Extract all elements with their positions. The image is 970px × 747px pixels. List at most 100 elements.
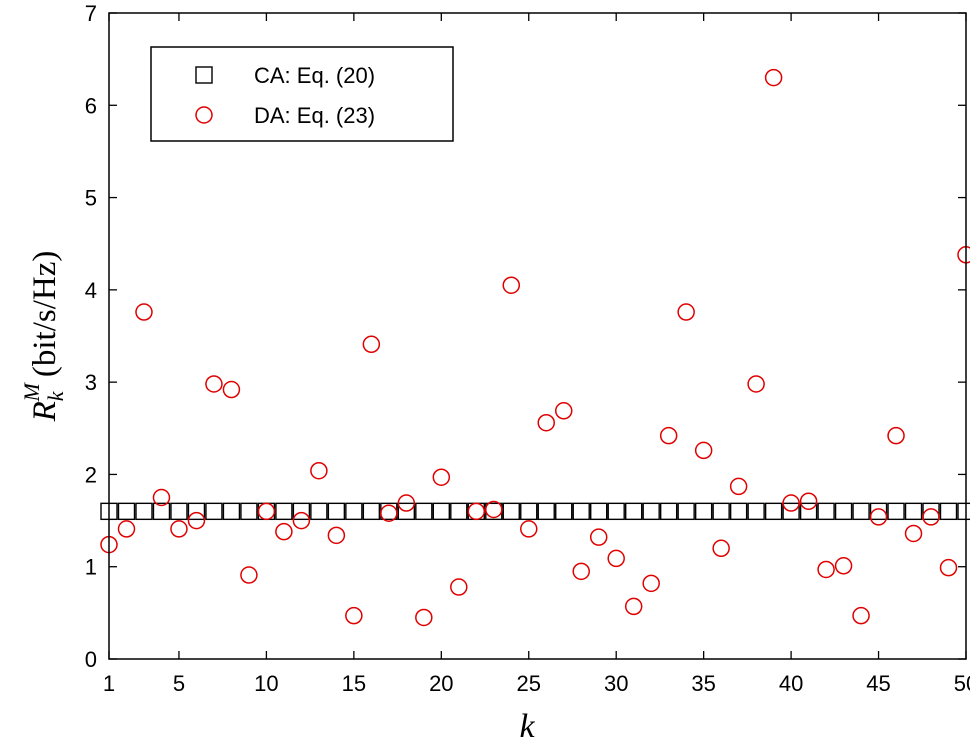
x-tick-label: 20 (429, 671, 453, 696)
da-point (345, 606, 363, 625)
ca-point (222, 502, 241, 521)
da-point (257, 502, 276, 521)
da-point (729, 477, 748, 496)
da-point (485, 500, 503, 519)
ca-point (817, 502, 835, 521)
legend-square-icon (195, 66, 213, 84)
ca-point (659, 502, 678, 521)
ca-point (502, 502, 520, 521)
ca-point (415, 502, 433, 521)
ca-point (764, 502, 783, 521)
y-axis-title-superscript: M (19, 381, 44, 402)
legend: CA: Eq. (20) DA: Eq. (23) (150, 46, 454, 142)
da-point (397, 494, 416, 512)
ca-point (310, 502, 328, 521)
x-tick-label: 40 (779, 671, 803, 696)
da-point (415, 608, 433, 627)
ca-point (694, 502, 713, 521)
da-point (275, 522, 293, 541)
da-point (554, 402, 573, 420)
x-tick-label: 30 (604, 671, 628, 696)
ca-point (555, 502, 573, 521)
x-tick-label: 35 (691, 671, 715, 696)
da-point (764, 68, 783, 87)
da-point (887, 426, 905, 445)
ca-point (135, 502, 153, 521)
da-point (642, 574, 660, 593)
y-axis-title-unit: (bit/s/Hz) (27, 251, 63, 377)
legend-label: CA: Eq. (20) (254, 63, 375, 88)
ca-point (590, 502, 608, 521)
x-axis-title: k (519, 708, 535, 745)
ca-point (729, 502, 748, 521)
ca-point (240, 502, 258, 521)
ca-point (712, 502, 730, 521)
ca-point (292, 502, 311, 521)
ca-point (327, 502, 346, 521)
ca-point (450, 502, 468, 521)
x-tick-label: 25 (517, 671, 541, 696)
da-point (520, 520, 538, 538)
ca-point (677, 502, 695, 521)
da-point (834, 557, 853, 575)
da-point (222, 380, 241, 399)
da-point (747, 375, 765, 393)
ca-point (904, 502, 923, 521)
da-point (939, 558, 958, 577)
ca-point (397, 502, 416, 521)
da-point (292, 511, 311, 530)
ca-point (275, 502, 293, 521)
ca-point (782, 502, 800, 521)
ca-point (747, 502, 765, 521)
da-point (362, 335, 381, 354)
ca-point (834, 502, 853, 521)
da-point (694, 441, 713, 460)
da-point (922, 508, 940, 526)
da-point (450, 578, 468, 596)
da-point (117, 520, 136, 538)
ca-point (537, 502, 555, 521)
da-point (957, 246, 970, 264)
y-tick-label: 2 (85, 462, 97, 487)
da-point (205, 375, 223, 393)
ca-point (152, 502, 171, 521)
ca-point (345, 502, 363, 521)
ca-point (572, 502, 590, 521)
da-point (152, 488, 171, 507)
ca-point (869, 502, 888, 521)
da-point (712, 539, 730, 558)
ca-point (887, 502, 905, 521)
da-point (817, 560, 835, 579)
ca-point (624, 502, 643, 521)
da-point (799, 492, 818, 510)
ca-point (852, 502, 870, 521)
da-point (502, 276, 521, 294)
x-tick-label: 15 (342, 671, 366, 696)
ca-point (642, 502, 660, 521)
y-tick-label: 7 (85, 1, 97, 26)
ca-point (922, 502, 940, 521)
y-tick-label: 1 (85, 555, 97, 580)
da-point (310, 461, 328, 480)
ca-point (187, 502, 206, 521)
plot-frame (108, 12, 967, 660)
ca-point (607, 502, 625, 521)
da-point (852, 606, 870, 625)
axes: 1510152025303540455001234567 (85, 1, 970, 696)
x-tick-label: 50 (954, 671, 970, 696)
da-point (904, 524, 923, 543)
da-point (659, 426, 678, 445)
x-tick-label: 1 (103, 671, 115, 696)
da-point (432, 468, 451, 486)
y-axis-title-subscript: k (43, 390, 68, 401)
ca-point (939, 502, 958, 521)
da-point (537, 413, 555, 432)
y-axis-title-main: R (27, 401, 63, 422)
ca-point (117, 502, 136, 521)
x-tick-label: 10 (254, 671, 278, 696)
da-point (467, 502, 486, 521)
y-tick-label: 3 (85, 370, 97, 395)
plot-area (100, 68, 970, 627)
y-axis-title: RkM (bit/s/Hz) (19, 251, 68, 423)
